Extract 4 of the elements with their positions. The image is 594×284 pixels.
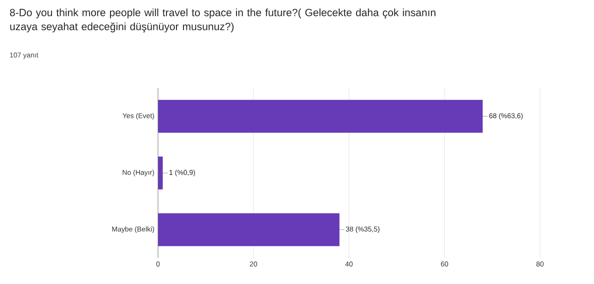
bar bbox=[158, 213, 340, 246]
bar bbox=[158, 100, 483, 133]
chart-title: 8-Do you think more people will travel to space in the future?( Gelecekte daha çok insanın uzaya seyahat edeceğini düşünüyor musunuz?) bbox=[10, 8, 436, 32]
bar bbox=[158, 156, 163, 190]
